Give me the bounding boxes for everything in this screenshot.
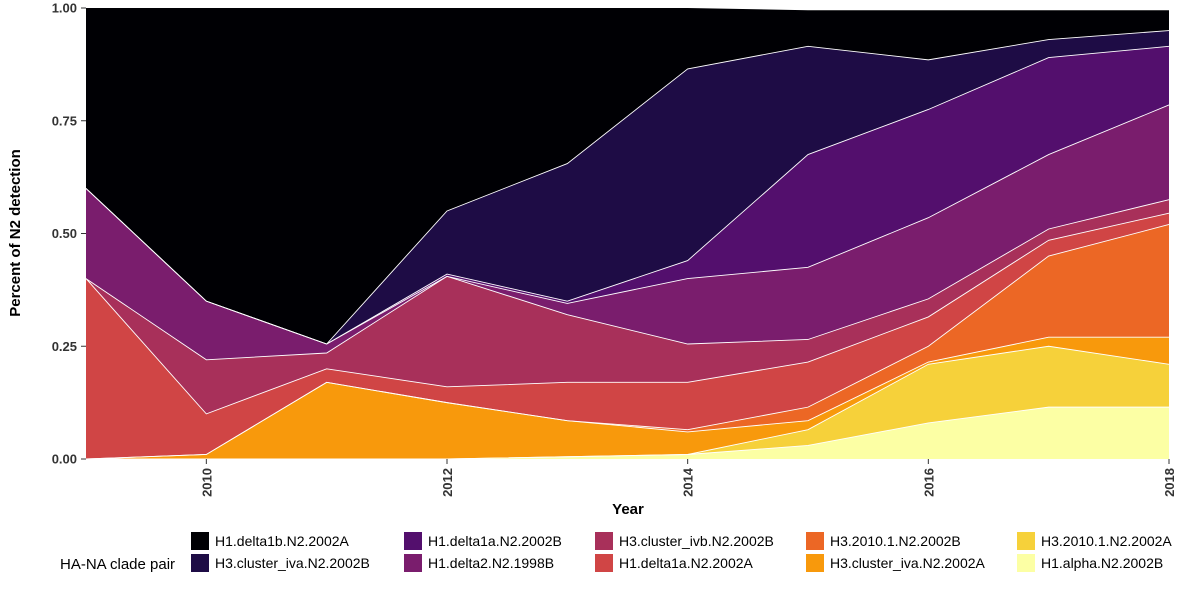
legend-label: H3.2010.1.N2.2002B [830, 533, 961, 549]
area-H3.2010.1.N2.2002B [86, 224, 1169, 459]
y-tick-label: 0.75 [52, 113, 77, 128]
area-H1.delta1b.N2.2002A [86, 8, 1169, 344]
legend-swatch [191, 554, 209, 572]
area-boundary-line [86, 345, 1170, 460]
area-H3.cluster_ivb.N2.2002B [86, 199, 1169, 414]
legend-swatch [404, 532, 422, 550]
x-tick-label: 2012 [440, 468, 455, 497]
area-H1.delta2.N2.1998B [86, 104, 1169, 360]
y-axis-title: Percent of N2 detection [7, 149, 24, 317]
legend-swatch [1017, 554, 1035, 572]
legend-swatch [806, 532, 824, 550]
legend-label: H3.cluster_iva.N2.2002A [830, 555, 986, 571]
area-H1.delta1a.N2.2002B [86, 46, 1169, 344]
y-tick-label: 0.25 [52, 339, 77, 354]
legend: HA-NA clade pair H1.delta1b.N2.2002A H3.c… [60, 532, 1172, 573]
x-tick-label: 2018 [1162, 468, 1177, 497]
legend-label: H3.2010.1.N2.2002A [1041, 533, 1172, 549]
area-boundary-line [85, 199, 1170, 361]
area-boundary-line [85, 224, 1170, 460]
area-H3.cluster_iva.N2.2002B [86, 30, 1169, 345]
area-boundary-line [85, 30, 1170, 345]
legend-label: H1.delta1a.N2.2002B [428, 533, 562, 549]
x-axis: 2010 2012 2014 2016 2018 [199, 459, 1177, 497]
legend-label: H1.delta1a.N2.2002A [619, 555, 754, 571]
area-H1.alpha.N2.2002B [86, 407, 1169, 459]
legend-label: H1.delta1b.N2.2002A [215, 533, 350, 549]
legend-swatch [1017, 532, 1035, 550]
legend-label: H1.delta2.N2.1998B [428, 555, 554, 571]
legend-label: H3.cluster_ivb.N2.2002B [619, 533, 774, 549]
y-tick-label: 0.00 [52, 452, 77, 467]
area-H3.2010.1.N2.2002A [86, 346, 1169, 459]
legend-label: H3.cluster_iva.N2.2002B [215, 555, 370, 571]
x-axis-title: Year [612, 501, 644, 518]
legend-label: H1.alpha.N2.2002B [1041, 555, 1163, 571]
legend-swatch [806, 554, 824, 572]
legend-title: HA-NA clade pair [60, 556, 175, 573]
area-boundary-line [85, 212, 1170, 415]
y-axis: 0.00 0.25 0.50 0.75 1.00 [52, 1, 86, 467]
legend-swatch [404, 554, 422, 572]
x-tick-label: 2014 [681, 467, 696, 497]
legend-swatch [595, 554, 613, 572]
x-tick-label: 2016 [921, 468, 936, 497]
area-layers [85, 8, 1170, 460]
area-H3.cluster_iva.N2.2002A [86, 337, 1169, 459]
legend-swatch [191, 532, 209, 550]
y-tick-label: 1.00 [52, 1, 77, 16]
y-tick-label: 0.50 [52, 226, 77, 241]
legend-swatch [595, 532, 613, 550]
x-tick-label: 2010 [199, 468, 214, 497]
